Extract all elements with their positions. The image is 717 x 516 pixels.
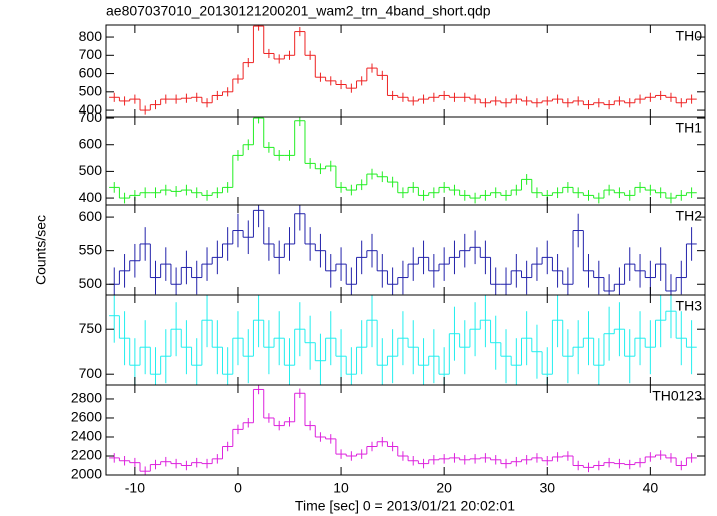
y-tick-label: 600 [79,135,103,151]
x-axis-label: Time [sec] 0 = 2013/01/21 20:02:01 [295,498,515,514]
y-tick-label: 700 [79,109,103,125]
panel-label: TH0123 [652,388,702,404]
y-tick-label: 600 [79,64,103,80]
panel [109,205,697,295]
y-tick-label: 2000 [71,466,102,482]
chart-title: ae807037010_20130121200201_wam2_trn_4ban… [106,3,491,19]
y-tick-label: 750 [79,320,103,336]
panel-frame [105,384,706,476]
x-tick-label: -10 [125,480,145,496]
y-tick-label: 500 [79,162,103,178]
panel-frame [105,24,706,118]
x-tick-label: 0 [234,480,242,496]
y-tick-label: 400 [79,189,103,205]
y-tick-label: 550 [79,241,103,257]
y-tick-label: 2800 [71,390,102,406]
y-tick-label: 600 [79,208,103,224]
y-tick-label: 700 [79,46,103,62]
panel [109,295,697,385]
panel-frame [105,294,706,386]
y-tick-label: 700 [79,365,103,381]
panel [109,385,697,475]
x-tick-label: 20 [436,480,452,496]
y-tick-label: 2400 [71,428,102,444]
panel-label: TH3 [676,298,703,314]
y-tick-label: 400 [79,101,103,117]
y-tick-label: 2200 [71,447,102,463]
panel-frame [105,116,706,206]
panel [109,117,697,204]
y-tick-label: 2600 [71,409,102,425]
y-axis-label: Counts/sec [33,215,49,285]
x-tick-label: 30 [539,480,555,496]
panel-frame [105,204,706,296]
y-tick-label: 500 [79,83,103,99]
panel-label: TH1 [676,120,703,136]
x-tick-label: 10 [333,480,349,496]
x-tick-label: 40 [643,480,659,496]
y-tick-label: 800 [79,28,103,44]
y-tick-label: 500 [79,275,103,291]
panel [109,25,697,115]
panel-label: TH0 [676,28,703,44]
panel-label: TH2 [676,208,703,224]
